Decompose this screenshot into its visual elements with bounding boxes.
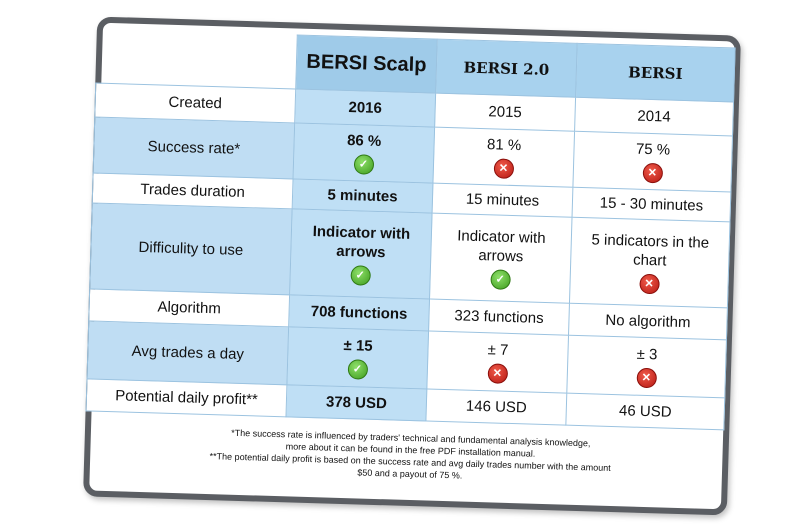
column-header-bersi-scalp: BERSI Scalp bbox=[295, 34, 438, 94]
cell-value: 2016 bbox=[348, 99, 383, 118]
cell-value: 146 USD bbox=[465, 397, 528, 417]
value-cell: 5 minutes bbox=[292, 178, 433, 214]
row-label: Difficulity to use bbox=[89, 202, 293, 295]
value-cell: 378 USD bbox=[285, 384, 427, 421]
value-cell: 2015 bbox=[434, 93, 576, 132]
cross-icon: ✕ bbox=[638, 273, 660, 294]
cell-value: ± 3 bbox=[636, 345, 658, 364]
footnotes: *The success rate is influenced by trade… bbox=[130, 424, 691, 489]
row-label: Potential daily profit** bbox=[86, 378, 287, 417]
cell-value: 708 functions bbox=[310, 303, 408, 323]
cell-value: 15 minutes bbox=[465, 190, 540, 210]
check-icon: ✓ bbox=[353, 154, 374, 175]
value-cell: Indicator with arrows ✓ bbox=[429, 213, 573, 304]
value-cell: 2016 bbox=[294, 88, 436, 128]
value-cell: ± 3 ✕ bbox=[566, 335, 727, 398]
cross-icon: ✕ bbox=[487, 363, 508, 384]
column-header-bersi: BERSI bbox=[575, 43, 736, 102]
check-icon: ✓ bbox=[347, 359, 368, 380]
value-cell: 146 USD bbox=[425, 388, 567, 426]
cell-value: 2015 bbox=[488, 103, 523, 122]
value-cell: No algorithm bbox=[568, 303, 728, 340]
value-cell: 2014 bbox=[574, 97, 734, 136]
cell-value: 5 indicators in the chart bbox=[591, 230, 710, 270]
header-empty-cell bbox=[96, 29, 298, 89]
comparison-card: BERSI Scalp BERSI 2.0 BERSI Created 2016… bbox=[83, 16, 741, 516]
row-label: Success rate* bbox=[93, 117, 295, 179]
cross-icon: ✕ bbox=[635, 367, 657, 389]
value-cell: 15 - 30 minutes bbox=[572, 187, 731, 222]
column-header-bersi-2: BERSI 2.0 bbox=[435, 39, 578, 98]
cell-value: 86 % bbox=[346, 132, 382, 151]
check-icon: ✓ bbox=[489, 268, 511, 290]
cell-value: 46 USD bbox=[618, 402, 672, 421]
value-cell: 5 indicators in the chart ✕ bbox=[569, 217, 730, 308]
cell-value: 5 minutes bbox=[327, 186, 398, 206]
cell-value: ± 7 bbox=[487, 341, 509, 359]
cell-value: 75 % bbox=[635, 140, 671, 159]
value-cell: Indicator with arrows ✓ bbox=[289, 208, 433, 300]
cell-value: 15 - 30 minutes bbox=[599, 194, 704, 215]
check-icon: ✓ bbox=[349, 264, 371, 286]
cross-icon: ✕ bbox=[642, 162, 663, 184]
row-label: Avg trades a day bbox=[87, 320, 289, 385]
cross-icon: ✕ bbox=[493, 158, 514, 179]
cell-value: 81 % bbox=[486, 136, 522, 155]
value-cell: ± 7 ✕ bbox=[426, 331, 569, 394]
cell-value: 323 functions bbox=[454, 307, 544, 327]
value-cell: 46 USD bbox=[565, 393, 725, 430]
value-cell: 323 functions bbox=[428, 299, 570, 336]
value-cell: ± 15 ✓ bbox=[286, 326, 429, 389]
cell-value: No algorithm bbox=[605, 311, 691, 332]
cell-value: 378 USD bbox=[325, 393, 388, 413]
cell-value: Indicator with arrows bbox=[456, 226, 546, 265]
cell-value: ± 15 bbox=[343, 337, 373, 355]
cell-value: Indicator with arrows bbox=[312, 222, 411, 261]
cell-value: 2014 bbox=[637, 107, 671, 126]
value-cell: 86 % ✓ bbox=[293, 122, 435, 184]
value-cell: 75 % ✕ bbox=[572, 131, 733, 192]
value-cell: 81 % ✕ bbox=[432, 127, 575, 188]
value-cell: 708 functions bbox=[288, 294, 430, 332]
value-cell: 15 minutes bbox=[432, 183, 573, 218]
comparison-table: BERSI Scalp BERSI 2.0 BERSI Created 2016… bbox=[86, 29, 736, 431]
